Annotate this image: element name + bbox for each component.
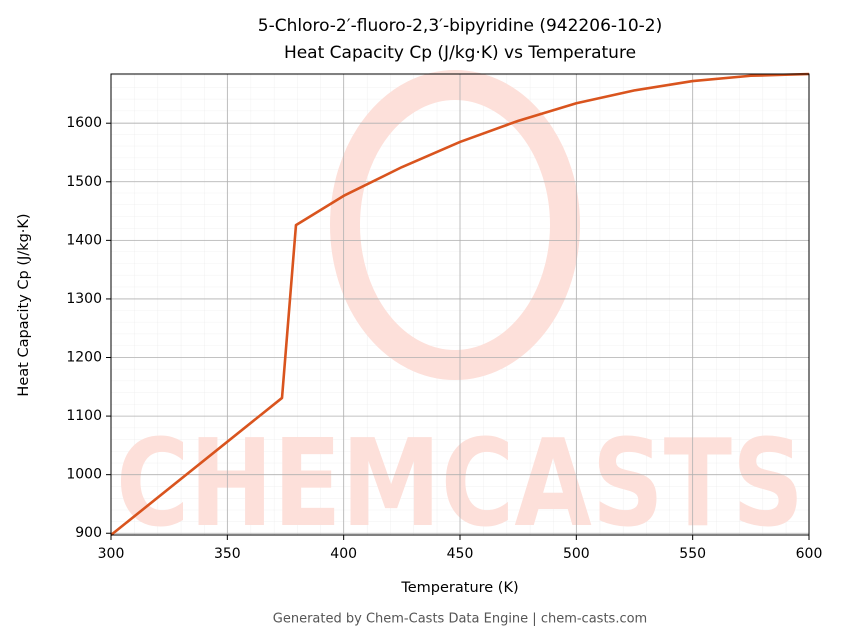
y-tick-label: 1300 [66, 291, 102, 307]
y-tick-label: 1400 [66, 232, 102, 248]
watermark-logo [330, 70, 580, 380]
footer: Generated by Chem-Casts Data Engine | ch… [273, 612, 647, 627]
y-axis-label: Heat Capacity Cp (J/kg·K) [16, 213, 32, 396]
plot-frame [110, 73, 810, 536]
x-tick-label: 350 [214, 546, 241, 562]
x-tick-label: 550 [679, 546, 706, 562]
data-line [110, 72, 810, 537]
x-tick-label: 400 [330, 546, 357, 562]
x-tick-label: 450 [447, 546, 474, 562]
y-tick-label: 1600 [66, 115, 102, 131]
chart-subtitle: Heat Capacity Cp (J/kg·K) vs Temperature [284, 43, 636, 63]
x-tick-label: 600 [796, 546, 823, 562]
x-axis-label: Temperature (K) [400, 580, 518, 596]
x-tick-label: 500 [563, 546, 590, 562]
y-tick-label: 1000 [66, 467, 102, 483]
y-tick-label: 1200 [66, 350, 102, 366]
y-tick-label: 900 [75, 525, 102, 541]
y-tick-label: 1500 [66, 174, 102, 190]
x-tick-label: 300 [98, 546, 125, 562]
y-tick-label: 1100 [66, 408, 102, 424]
chart-title: 5-Chloro-2′-fluoro-2,3′-bipyridine (9422… [258, 16, 662, 36]
